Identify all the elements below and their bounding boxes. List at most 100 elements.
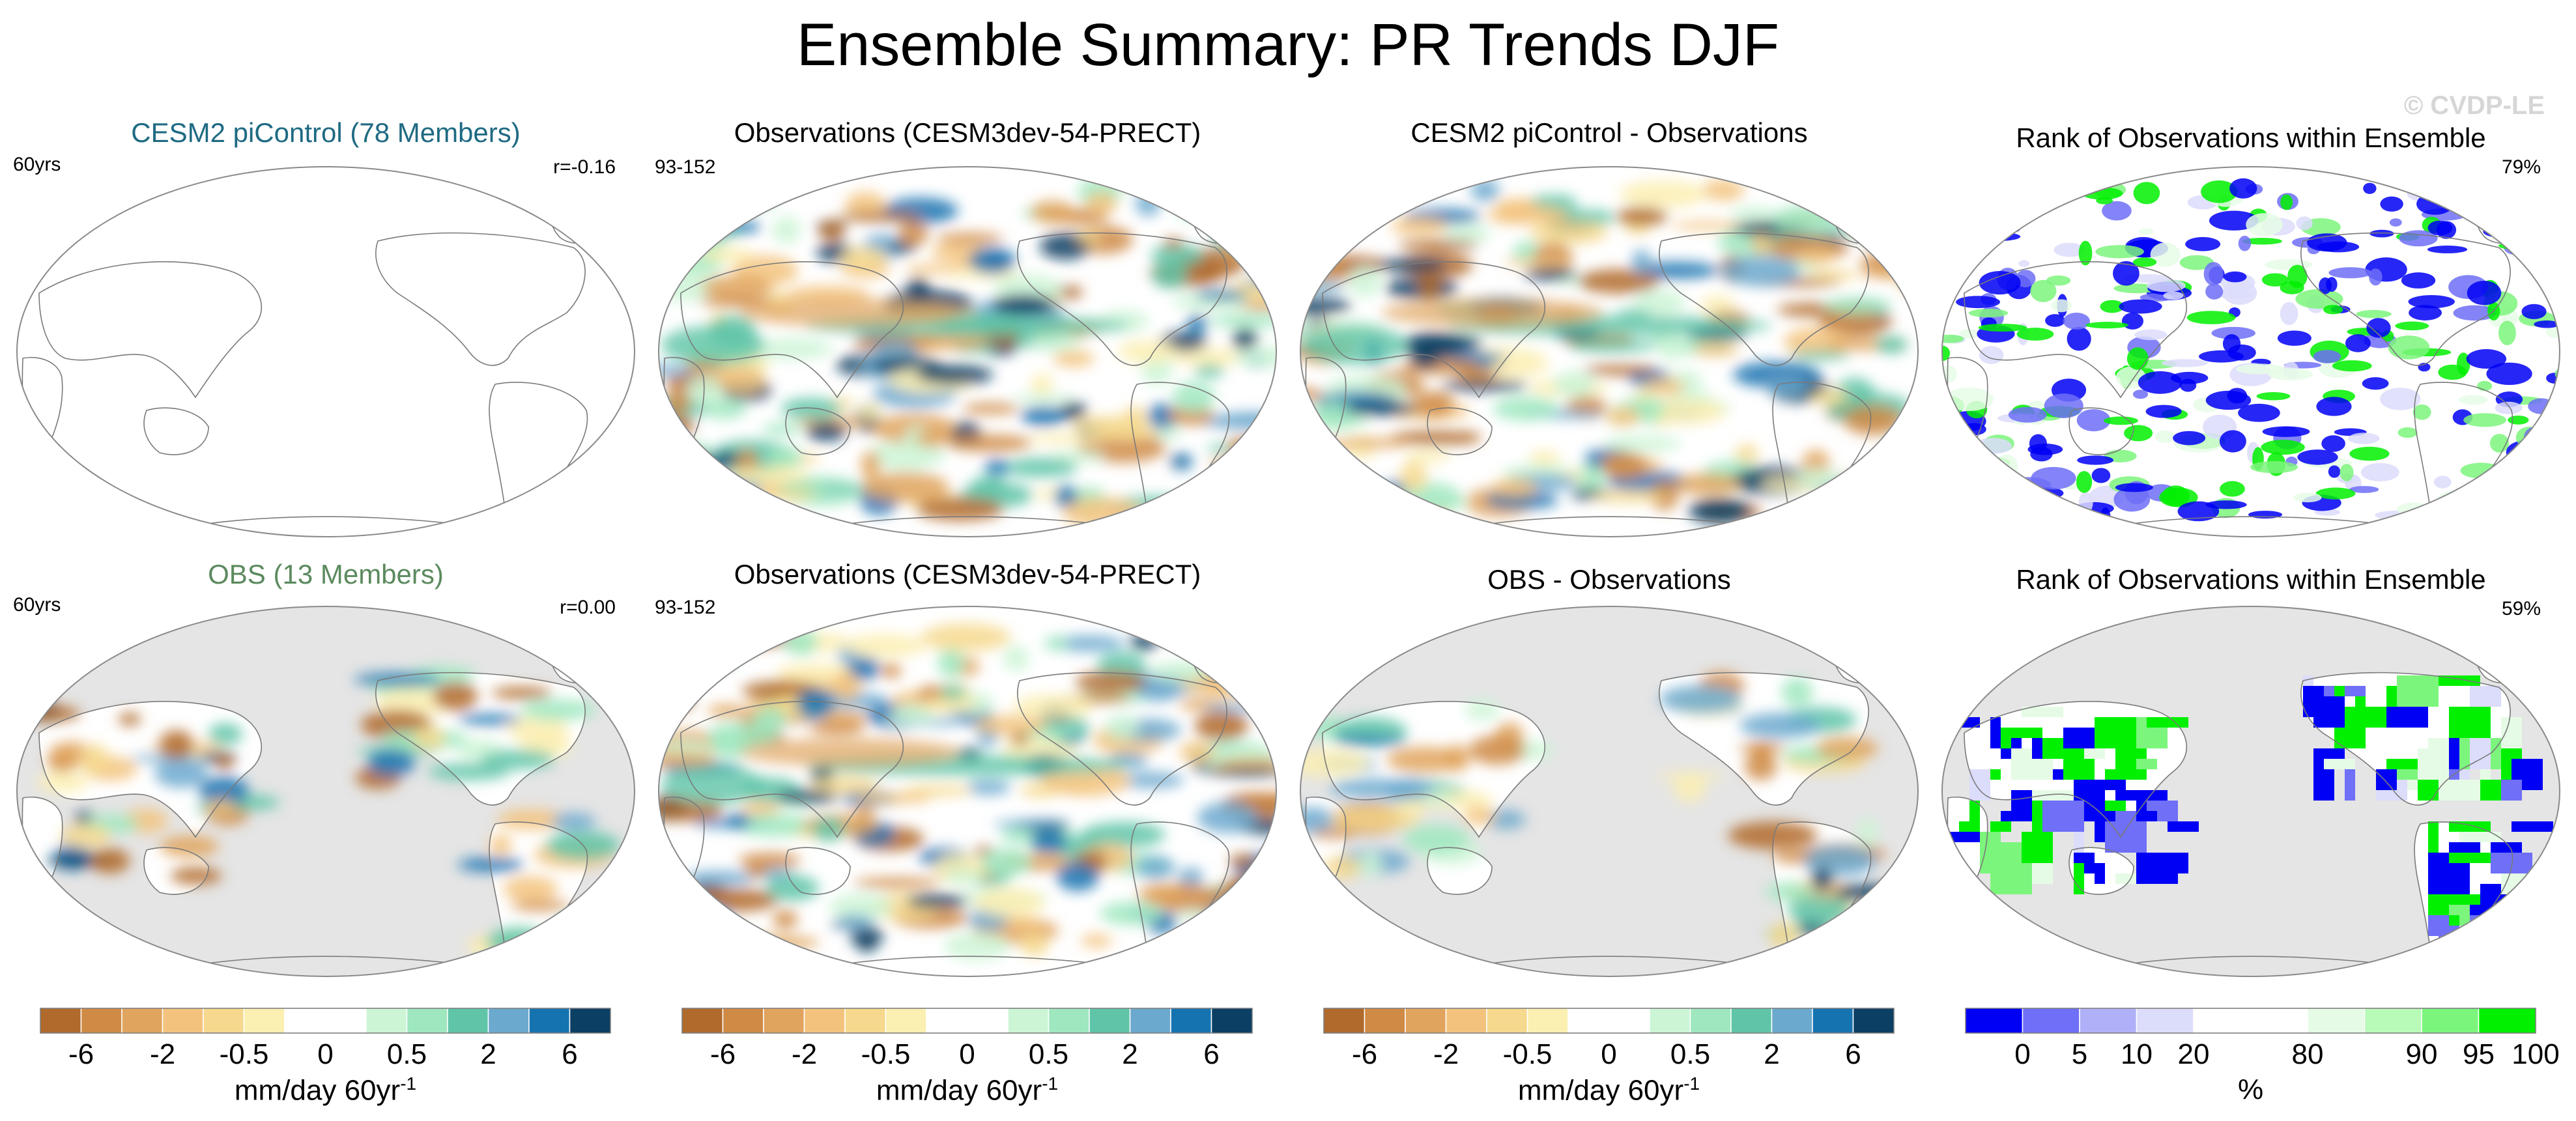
colorbar-swatch xyxy=(121,1008,164,1034)
colorbar-unit-exponent: -1 xyxy=(1683,1073,1700,1094)
panel-title: CESM2 piControl - Observations xyxy=(1410,117,1808,148)
colorbar-tick-labels: -6 -2 -0.5 0 0.5 2 6 xyxy=(40,1038,610,1071)
panel-title: OBS (13 Members) xyxy=(208,559,444,589)
colorbar-swatch xyxy=(966,1008,1009,1034)
panel-title: Rank of Observations within Ensemble xyxy=(2016,564,2486,595)
colorbar-tick-label: 100 xyxy=(2512,1038,2560,1070)
colorbar-frame xyxy=(1965,1008,2536,1034)
colorbar-unit-label: mm/day 60yr-1 xyxy=(682,1073,1252,1107)
field-layer xyxy=(659,617,1276,960)
colorbar-tick-label: 2 xyxy=(1122,1038,1138,1070)
colorbar-unit-label: mm/day 60yr-1 xyxy=(40,1073,610,1107)
panel-right-label: 59% xyxy=(2501,598,2541,619)
colorbar-tick-label: -2 xyxy=(791,1038,818,1070)
colorbar-tick-label: -0.5 xyxy=(219,1038,269,1070)
colorbar-swatch xyxy=(926,1008,968,1034)
panel-title: CESM2 piControl (78 Members) xyxy=(131,117,521,148)
map-border xyxy=(16,606,635,977)
colorbar-swatch xyxy=(1048,1008,1090,1034)
panel-left-label: 60yrs xyxy=(13,154,61,175)
colorbar-swatch xyxy=(1689,1008,1732,1034)
colorbar-swatch xyxy=(324,1008,367,1034)
map-panel-5 xyxy=(16,606,635,977)
colorbar-tick-labels: -6 -2 -0.5 0 0.5 2 6 xyxy=(682,1038,1252,1071)
colorbar-tick-label: 6 xyxy=(562,1038,578,1070)
colorbar-unit-text: mm/day 60yr xyxy=(1517,1074,1684,1107)
colorbar-tick-label: -6 xyxy=(68,1038,94,1070)
colorbar-swatch xyxy=(1210,1008,1253,1034)
colorbar-swatch xyxy=(2478,1008,2536,1034)
colorbar-swatch xyxy=(2421,1008,2480,1034)
colorbar-swatch xyxy=(722,1008,764,1034)
colorbar-tick-label: 20 xyxy=(2177,1038,2210,1070)
panel-title: Observations (CESM3dev-54-PRECT) xyxy=(734,559,1201,589)
map-panel-2 xyxy=(658,166,1277,537)
panel-left-label: 60yrs xyxy=(13,594,61,616)
colorbar-swatch xyxy=(2022,1008,2080,1034)
colorbar-tick-label: 0.5 xyxy=(1670,1038,1711,1070)
colorbar-tick-label: 2 xyxy=(480,1038,496,1070)
colorbar-tick-label: 6 xyxy=(1203,1038,1220,1070)
colorbar-unit-text: % xyxy=(2237,1073,2264,1105)
colorbar-frame xyxy=(40,1008,611,1034)
panel-left-label: 93-152 xyxy=(655,597,716,618)
map-panel-7 xyxy=(1300,606,1919,977)
panel-right-label: r=-0.16 xyxy=(553,156,616,178)
panel-right-label: 79% xyxy=(2501,156,2541,178)
colorbar-swatch xyxy=(80,1008,122,1034)
colorbar-unit-label: mm/day 60yr-1 xyxy=(1324,1073,1894,1107)
colorbar-swatch xyxy=(1486,1008,1528,1034)
colorbar-tick-labels: 0 5 10 20 80 90 95 100 xyxy=(1966,1038,2559,1071)
colorbar-frame xyxy=(681,1008,1253,1034)
colorbar-tick-label: 0.5 xyxy=(386,1038,427,1070)
colorbar-tick-labels: -6 -2 -0.5 0 0.5 2 6 xyxy=(1324,1038,1894,1071)
map-border xyxy=(1300,606,1919,977)
colorbar-frame xyxy=(1323,1008,1895,1034)
colorbar-swatch xyxy=(1526,1008,1569,1034)
colorbar-swatch xyxy=(447,1008,489,1034)
colorbar-tick-label: -6 xyxy=(1351,1038,1378,1070)
colorbar-swatch xyxy=(1608,1008,1650,1034)
colorbar-trend-2 xyxy=(681,1008,1253,1034)
colorbar-swatch xyxy=(406,1008,448,1034)
colorbar-swatch xyxy=(763,1008,805,1034)
colorbar-trend-3 xyxy=(1323,1008,1895,1034)
colorbar-swatch xyxy=(2307,1008,2366,1034)
colorbar-swatch xyxy=(569,1008,611,1034)
map-panel-1 xyxy=(16,166,635,537)
map-background xyxy=(17,167,635,537)
colorbar-tick-label: 6 xyxy=(1845,1038,1861,1070)
colorbar-tick-label: -2 xyxy=(149,1038,176,1070)
colorbar-tick-label: 80 xyxy=(2291,1038,2324,1070)
colorbar-unit-exponent: -1 xyxy=(1042,1073,1059,1094)
colorbar-swatch xyxy=(1445,1008,1487,1034)
colorbar-unit-text: mm/day 60yr xyxy=(876,1074,1042,1107)
colorbar-tick-label: 10 xyxy=(2121,1038,2153,1070)
figure-title: Ensemble Summary: PR Trends DJF xyxy=(796,12,1780,78)
colorbar-swatch xyxy=(2364,1008,2422,1034)
colorbar-swatch xyxy=(1007,1008,1050,1034)
colorbar-swatch xyxy=(1170,1008,1212,1034)
map-border xyxy=(1941,166,2560,537)
colorbar-swatch xyxy=(681,1008,724,1034)
colorbar-swatch xyxy=(1567,1008,1610,1034)
colorbar-unit-text: mm/day 60yr xyxy=(234,1074,401,1107)
colorbar-swatch xyxy=(365,1008,408,1034)
colorbar-swatch xyxy=(528,1008,571,1034)
map-border xyxy=(658,606,1277,977)
colorbar-swatch xyxy=(2250,1008,2308,1034)
colorbar-tick-label: 90 xyxy=(2405,1038,2438,1070)
colorbar-tick-label: 0 xyxy=(959,1038,975,1070)
colorbar-tick-label: 95 xyxy=(2463,1038,2495,1070)
colorbar-swatch xyxy=(1649,1008,1691,1034)
colorbar-tick-label: 0.5 xyxy=(1028,1038,1069,1070)
colorbar-swatch xyxy=(162,1008,204,1034)
colorbar-swatch xyxy=(1364,1008,1406,1034)
map-panel-6 xyxy=(658,606,1277,977)
map-border xyxy=(16,166,635,537)
field-layer xyxy=(1300,672,1893,950)
colorbar-swatch xyxy=(803,1008,846,1034)
colorbar-tick-label: 5 xyxy=(2071,1038,2088,1070)
colorbar-swatch xyxy=(1730,1008,1773,1034)
